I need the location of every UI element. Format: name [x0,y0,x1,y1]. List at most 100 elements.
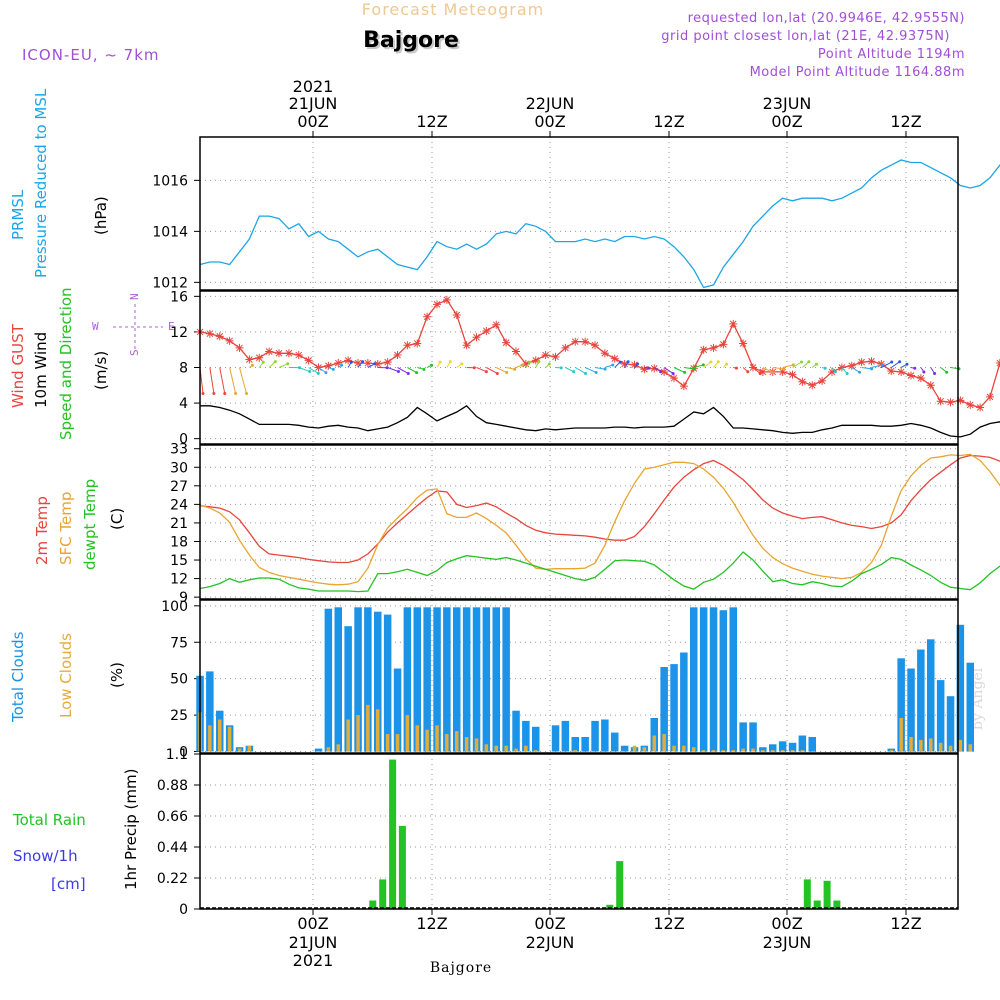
wind-panel: 0 4 8 12 16 [170,289,1000,448]
pressure-unit: (hPa) [92,196,110,235]
ytick-label-2: 50 [170,672,188,688]
wind-arrow-head-67 [870,367,874,371]
gust-marker-7 [265,347,274,356]
bar-1-46 [652,735,656,752]
gust-marker-20 [393,351,402,360]
bottom-tick-00z-1: 00Z [297,914,328,933]
wind-arrow-29 [486,367,498,374]
series-line-1 [199,453,1000,586]
top-tick-12z-1: 12Z [416,112,447,131]
bar-1-24 [435,725,439,752]
gust-marker-43 [620,359,629,368]
bar-0-32 [512,710,520,752]
panel-frame [199,290,959,445]
gust-marker-37 [561,343,570,352]
gust-marker-2 [215,332,224,341]
wind-arrow-70 [890,361,900,368]
wind-arrow-38 [574,367,586,374]
bar-0-30 [492,607,500,752]
wind-arrow-60 [792,361,802,368]
panel-frame [199,136,959,291]
bar-0-78 [966,662,974,752]
wind-arrow-68 [871,364,883,368]
gust-marker-79 [976,403,985,412]
bar-1-33 [524,745,528,752]
gust-marker-27 [462,341,471,350]
wind-arrow-head-30 [505,371,509,375]
wind-labels: Wind GUST 10m Wind Speed and Direction (… [9,287,175,440]
wind-arrow-28 [476,367,487,373]
gust-marker-29 [482,327,491,336]
bar-0-31 [502,607,510,752]
bar-0-13 [324,608,333,752]
bar-0-15 [344,626,352,752]
ytick-label-3: 12 [170,325,188,341]
gust-marker-78 [966,400,975,409]
ytick-label-1: 0.22 [157,871,188,887]
bar-0-25 [443,607,451,752]
gust-marker-14 [334,359,343,368]
cloud-label-total: Total Clouds [9,631,27,723]
gust-marker-36 [551,352,560,361]
gust-marker-31 [502,338,511,347]
bar-1-19 [385,734,390,752]
bar-1-47 [662,734,666,752]
bar-0-50 [690,607,698,752]
gust-marker-75 [936,397,945,406]
grid-point-coords: grid point closest lon,lat (21E, 42.9375… [661,29,950,44]
wind-arrow-head-25 [448,360,452,364]
gust-marker-13 [324,361,333,370]
bar-0-58 [769,744,777,752]
gust-marker-3 [225,336,234,345]
bar-1-56 [751,748,755,752]
bar-1-76 [948,745,953,752]
ytick-label-1: 4 [179,396,188,412]
bar-1-2 [218,719,222,752]
wind-arrow-head-55 [746,370,750,374]
bar-0-52 [709,607,718,752]
wind-arrow-57 [762,367,773,373]
bar-1-25 [445,734,449,752]
bar-0-70 [887,748,895,752]
gust-marker-76 [946,398,955,407]
bar-0-42 [611,732,619,752]
wind-arrow-69 [881,361,892,368]
bar-0-73 [917,649,925,752]
bar-1-61 [800,750,805,752]
wind-arrow-head-58 [782,367,786,371]
wind-arrow-11 [308,367,319,374]
bar-0-19 [383,614,392,752]
gust-marker-61 [798,377,807,386]
wind-arrow-head-21 [415,371,419,375]
wind-arrow-head-59 [791,363,795,367]
ytick-label-4: 16 [170,289,188,305]
ytick-label-3: 75 [170,635,188,651]
wind-arrow-56 [752,367,761,374]
bar-0-54 [729,607,737,752]
wind-arrow-head-16 [361,360,365,364]
precip-bar-8 [823,880,831,909]
wind-arrow-head-27 [472,366,476,370]
wind-arrow-head-51 [709,360,713,364]
wind-arrow-head-34 [537,360,541,364]
top-tick-00z-2: 00Z [534,112,565,131]
bar-0-34 [532,726,540,752]
bar-1-30 [494,745,498,752]
gust-marker-25 [442,295,451,304]
wind-arrow-47 [663,367,674,374]
bar-1-23 [425,729,429,752]
wind-arrow-head-14 [340,363,344,367]
wind-arrow-head-8 [286,362,290,366]
gust-marker-63 [818,376,827,385]
bar-0-29 [482,607,491,752]
gust-marker-44 [630,360,639,369]
wind-arrow-head-50 [701,363,705,367]
bottom-date-23jun: 23JUN [763,933,812,952]
cloud-unit: (%) [108,662,126,688]
wind-arrow-59 [782,364,794,368]
bar-1-78 [968,744,972,752]
bar-0-71 [897,658,905,752]
bar-0-27 [462,607,471,752]
bar-0-39 [581,737,589,752]
wind-arrow-head-47 [671,371,675,375]
